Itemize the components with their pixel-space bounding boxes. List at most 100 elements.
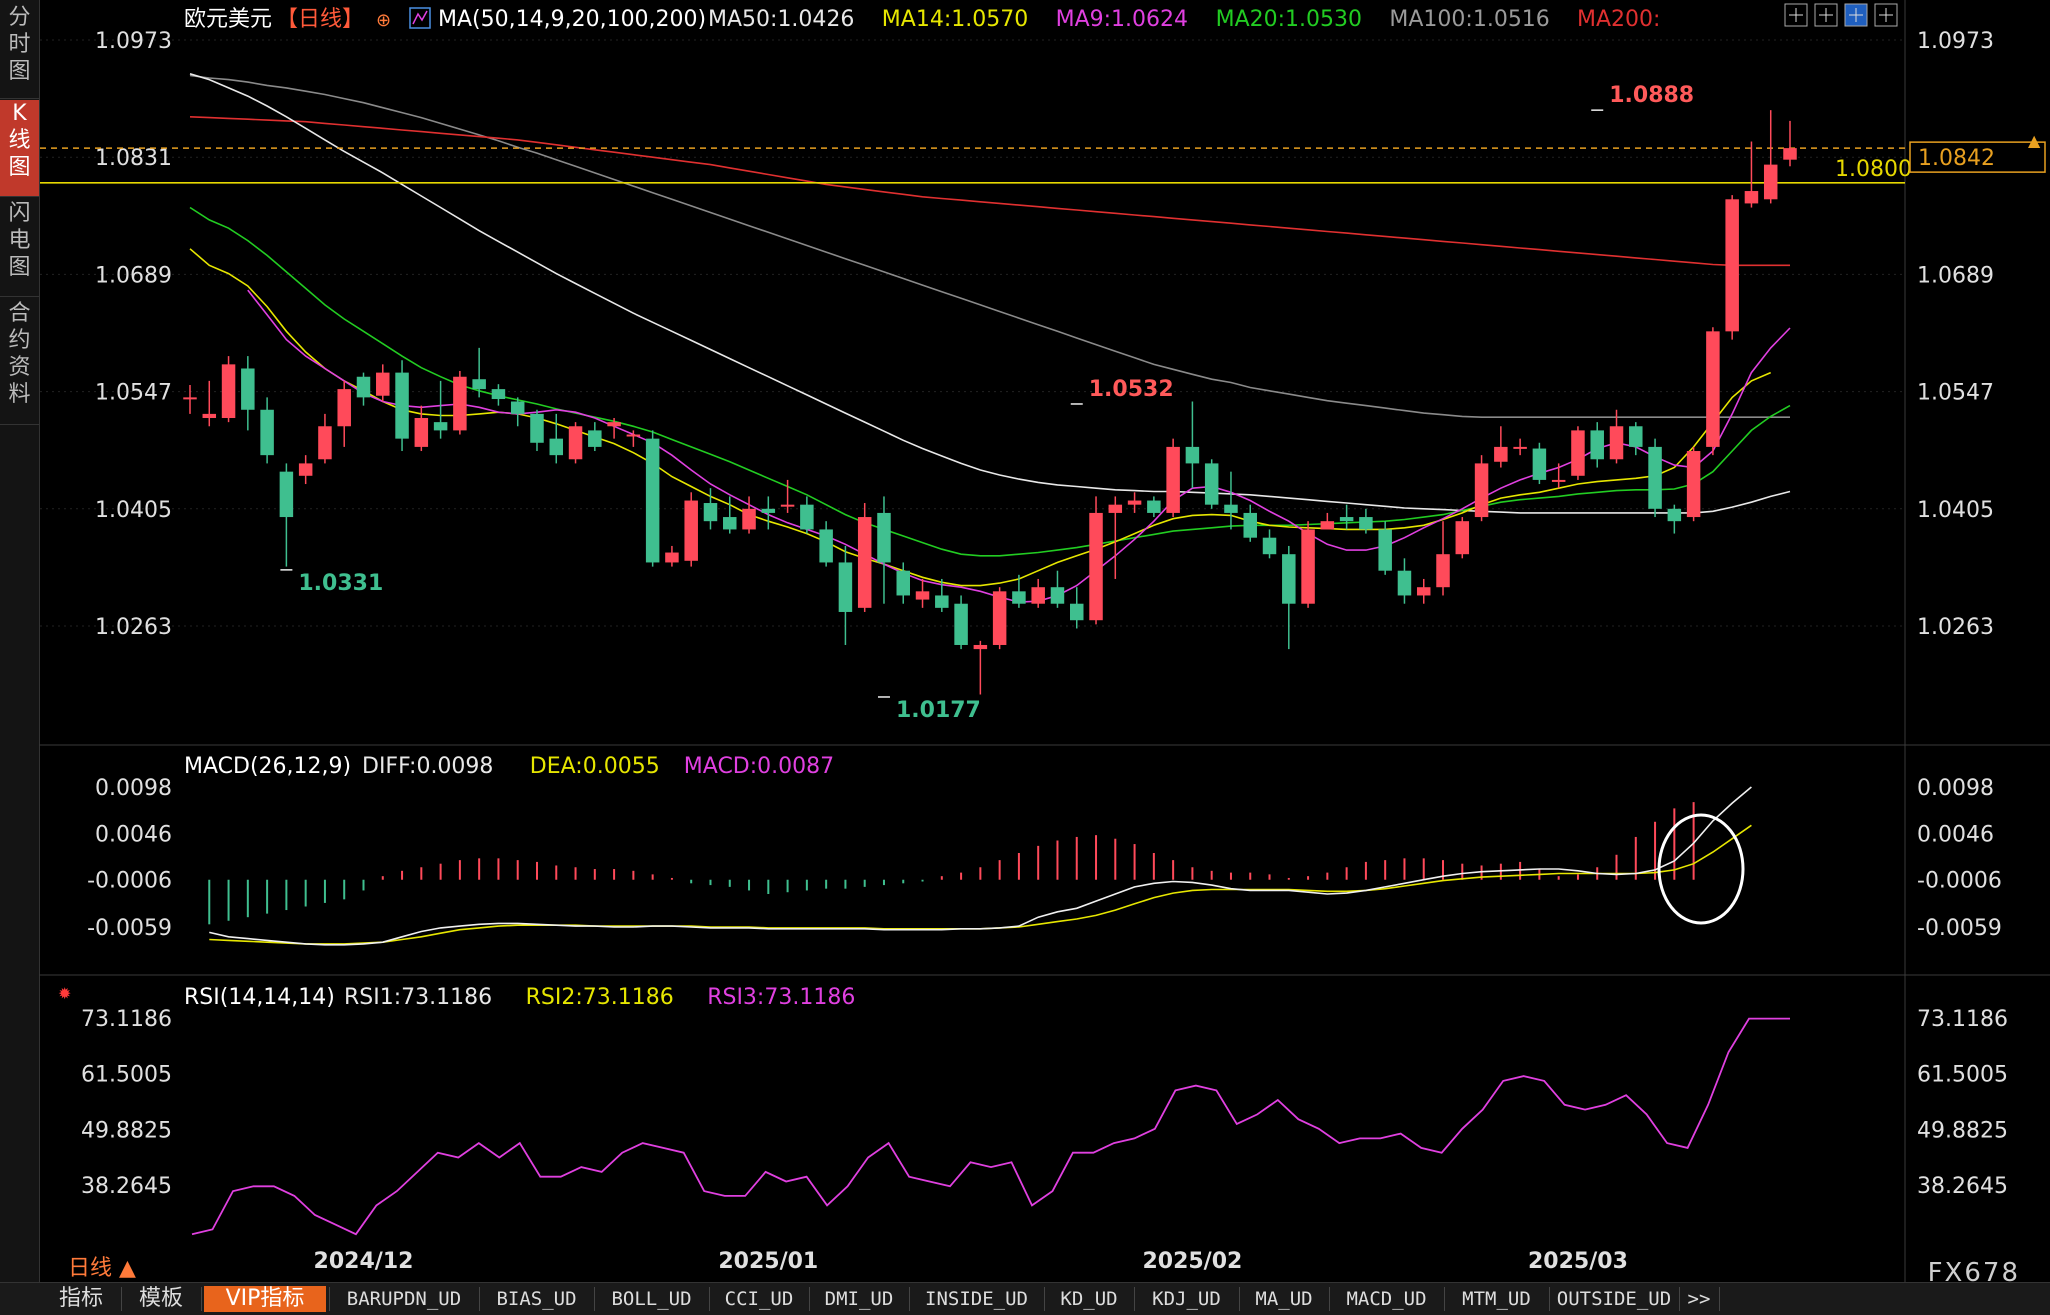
tab-separator — [1719, 1287, 1720, 1311]
tab-cci-ud[interactable]: CCI_UD — [724, 1288, 794, 1310]
sidebar-item-kline[interactable]: K 线 图 — [0, 100, 39, 197]
tab-inside-ud[interactable]: INSIDE_UD — [925, 1288, 1028, 1310]
candle-body — [1513, 446, 1527, 449]
candle-body — [1397, 570, 1412, 596]
sidebar-item-label: 合 约 资 料 — [8, 301, 31, 407]
tab-dmi-ud[interactable]: DMI_UD — [824, 1288, 894, 1310]
chart-svg[interactable]: 1.09731.09731.08311.08311.06891.06891.05… — [0, 0, 2050, 1282]
settings-icon: ✹ — [58, 984, 71, 1003]
tab-boll-ud[interactable]: BOLL_UD — [611, 1288, 692, 1310]
table-icon — [1814, 3, 1838, 27]
y-tick-label: 1.0973 — [95, 29, 172, 54]
tab-kdj-ud[interactable]: KDJ_UD — [1152, 1288, 1221, 1310]
y-tick-label-right: 1.0973 — [1917, 29, 1994, 54]
candle-body — [356, 376, 371, 398]
candle-body — [1744, 191, 1759, 204]
macd-y-tick: 0.0098 — [95, 776, 172, 801]
candle-body — [260, 409, 274, 456]
candle-body — [761, 508, 776, 513]
rsi-y-tick-right: 38.2645 — [1917, 1174, 2008, 1199]
ma-value-2: MA9:1.0624 — [1056, 7, 1188, 32]
rsi-y-tick-right: 49.8825 — [1917, 1118, 2008, 1143]
candle-body — [1166, 446, 1180, 513]
candle-body — [992, 591, 1007, 645]
tab-kd-ud[interactable]: KD_UD — [1060, 1288, 1118, 1310]
macd-y-tick-right: -0.0059 — [1917, 916, 2002, 941]
rsi-y-tick-right: 73.1186 — [1917, 1007, 2008, 1032]
candle-body — [510, 401, 525, 414]
candle-body — [915, 591, 930, 600]
candle-body — [1224, 504, 1238, 513]
candle-body — [1359, 517, 1373, 530]
candle-body — [665, 552, 679, 563]
indicator-tab-bar: 指标 模板 VIP指标 BARUPDN_UD BIAS_UD BOLL_UD CCI_UD D… — [0, 1282, 2050, 1315]
candle-body — [1262, 537, 1277, 555]
tab-bias-ud[interactable]: BIAS_UD — [496, 1288, 577, 1310]
ma-line-ma50 — [189, 73, 1791, 514]
candle-body — [1301, 529, 1315, 604]
tab-separator — [1134, 1287, 1135, 1311]
tab-separator — [809, 1287, 810, 1311]
tab-macd-ud[interactable]: MACD_UD — [1346, 1288, 1427, 1310]
sidebar-item-contract-info[interactable]: 合 约 资 料 — [0, 300, 39, 425]
extreme-label: 1.0177 — [896, 698, 981, 723]
candle-body — [588, 430, 602, 447]
candle-body — [1629, 426, 1643, 447]
x-tick-label: 2025/03 — [1528, 1249, 1628, 1274]
rsi-title: RSI(14,14,14) — [184, 985, 335, 1010]
macd-y-tick: -0.0059 — [87, 916, 172, 941]
y-tick-label-right: 1.0405 — [1917, 498, 1994, 523]
tab-mtm-ud[interactable]: MTM_UD — [1462, 1288, 1531, 1310]
macd-title: MACD(26,12,9) — [184, 754, 351, 779]
tab-separator — [1329, 1287, 1330, 1311]
level-label: 1.0800 — [1835, 157, 1912, 182]
tab--[interactable]: >> — [1687, 1288, 1711, 1310]
candle-body — [1416, 587, 1431, 596]
fullscreen-icon — [1874, 3, 1898, 27]
macd-y-tick: 0.0046 — [95, 822, 172, 847]
candle-body — [1551, 479, 1566, 482]
indicator-icon — [409, 7, 431, 29]
tab-separator — [201, 1287, 202, 1311]
last-price-box — [1909, 141, 2046, 173]
y-tick-label: 1.0405 — [95, 498, 172, 523]
extreme-label: 1.0532 — [1089, 377, 1174, 402]
tab-separator — [479, 1287, 480, 1311]
candle-body — [1282, 554, 1296, 604]
candle-body — [645, 438, 660, 563]
rsi-y-tick: 61.5005 — [81, 1063, 172, 1088]
tab-vip指标[interactable]: VIP指标 — [204, 1286, 326, 1312]
sidebar: 分 时 图 K 线 图 闪 电 图 合 约 资 料 — [0, 0, 40, 1300]
candle-body — [453, 376, 467, 431]
tab-指标[interactable]: 指标 — [58, 1286, 103, 1311]
sidebar-item-flash[interactable]: 闪 电 图 — [0, 200, 39, 297]
candle-body — [395, 372, 409, 439]
tab-模板[interactable]: 模板 — [138, 1286, 183, 1311]
candle-body — [1243, 512, 1257, 538]
tab-separator — [594, 1287, 595, 1311]
sidebar-item-label: 分 时 图 — [8, 5, 31, 84]
tab-outside-ud[interactable]: OUTSIDE_UD — [1556, 1288, 1672, 1310]
candle-body — [1609, 426, 1624, 460]
candle-body — [433, 422, 448, 431]
last-price-label: 1.0842 — [1918, 146, 1995, 171]
sidebar-item-intraday[interactable]: 分 时 图 — [0, 4, 39, 99]
candle-body — [1147, 500, 1161, 513]
rsi-y-tick-right: 61.5005 — [1917, 1063, 2008, 1088]
tab-barupdn-ud[interactable]: BARUPDN_UD — [346, 1288, 462, 1310]
grid-icon — [1784, 3, 1808, 27]
period-selector[interactable]: 日线 ▲ — [68, 1256, 136, 1281]
candle-body — [337, 389, 351, 427]
tab-ma-ud[interactable]: MA_UD — [1255, 1288, 1313, 1310]
y-tick-label: 1.0547 — [95, 381, 172, 406]
candle-body — [549, 438, 564, 456]
tab-separator — [121, 1287, 122, 1311]
candle-body — [935, 595, 949, 608]
candle-body — [1648, 446, 1662, 509]
candle-body — [472, 379, 486, 390]
macd-diff-line — [209, 786, 1752, 946]
rsi-line — [191, 1017, 1790, 1236]
candle-body — [684, 500, 698, 561]
candle-body — [1108, 504, 1123, 513]
